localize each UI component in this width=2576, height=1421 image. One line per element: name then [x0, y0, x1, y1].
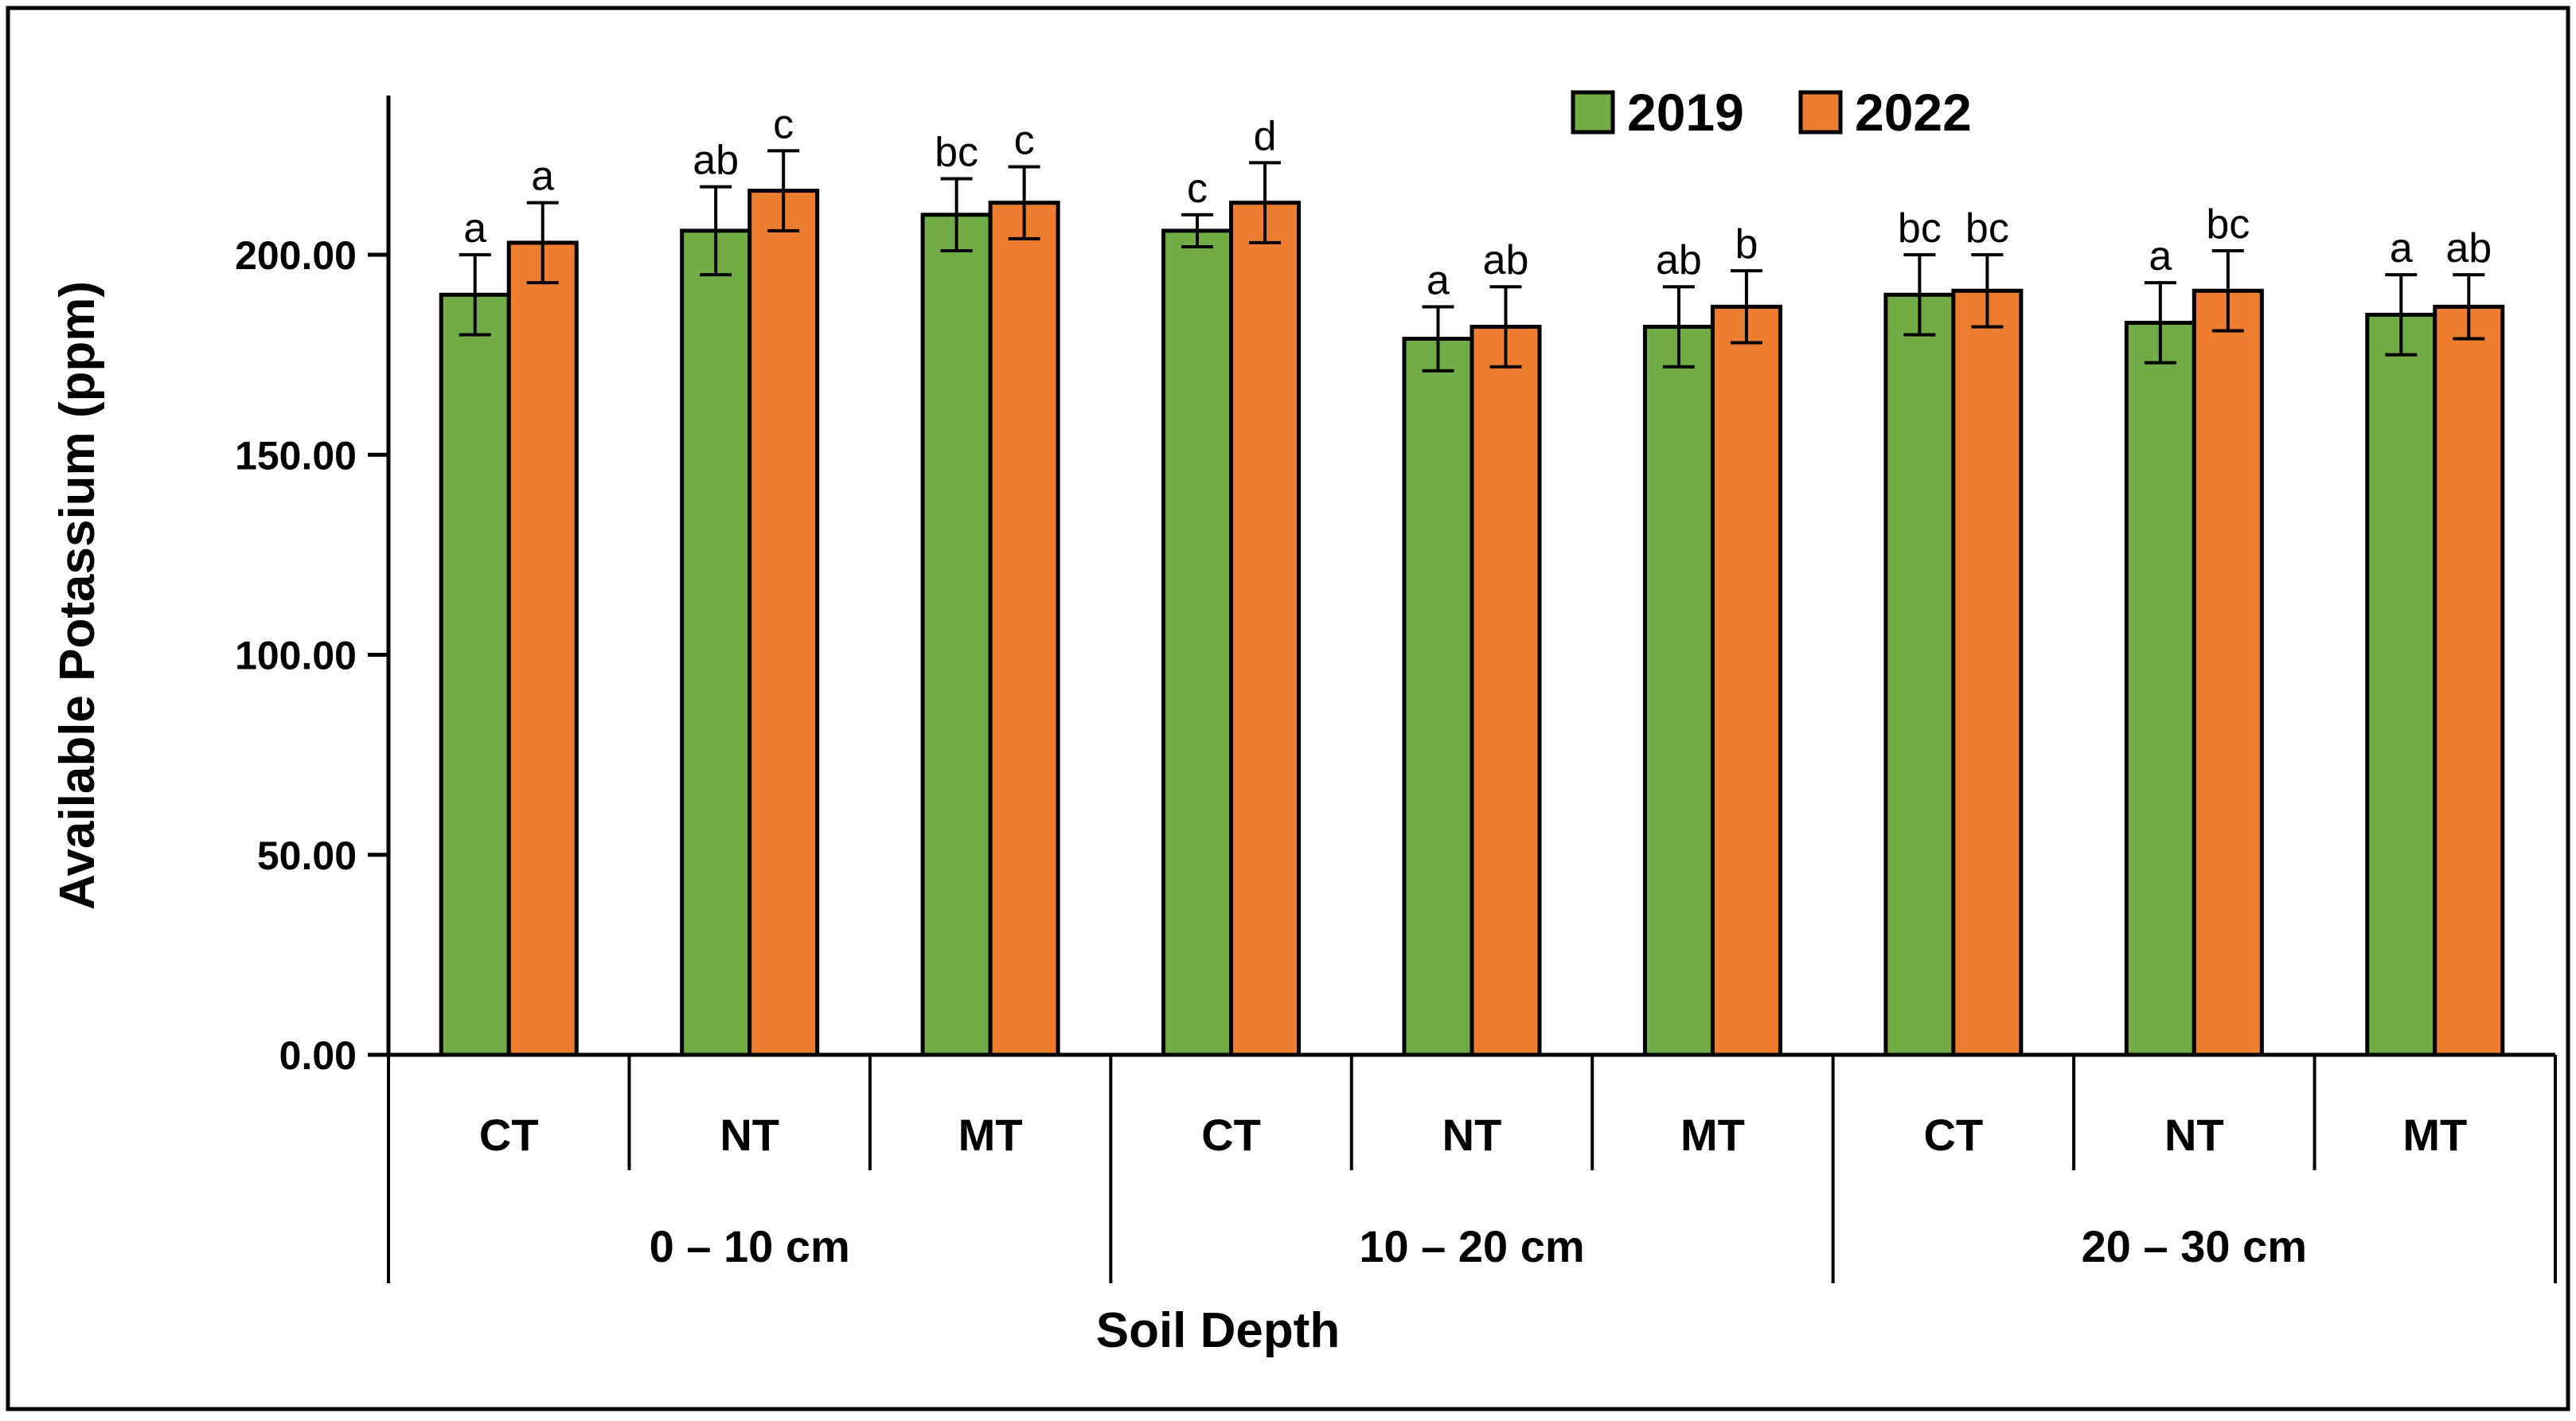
significance-letter: ab	[1483, 237, 1529, 283]
significance-letter: ab	[1656, 237, 1702, 283]
significance-letter: ab	[693, 138, 739, 184]
x-group-label: 10 – 20 cm	[1359, 1221, 1584, 1271]
significance-letter: a	[1427, 257, 1450, 303]
significance-letter: a	[2390, 225, 2413, 271]
legend-label-2022: 2022	[1855, 83, 1972, 142]
significance-letter: d	[1254, 113, 1277, 159]
bar-2022-0	[506, 240, 579, 1057]
bar-2022-6	[1951, 288, 2024, 1057]
significance-letter: a	[531, 154, 554, 200]
significance-letter: a	[2149, 233, 2172, 279]
bar-2019-6	[1883, 292, 1956, 1057]
x-category-label: CT	[479, 1110, 539, 1160]
bar-2019-1	[680, 228, 752, 1057]
bar-2022-2	[988, 201, 1060, 1057]
legend-swatch-2019	[1571, 90, 1615, 135]
bars	[439, 189, 2505, 1057]
bar-2019-4	[1402, 337, 1474, 1057]
x-category-label: NT	[1442, 1110, 1502, 1160]
x-category-label: CT	[1924, 1110, 1984, 1160]
x-category-label: MT	[1680, 1110, 1745, 1160]
bar-2022-5	[1710, 304, 1782, 1057]
significance-letter: bc	[1965, 205, 2009, 252]
legend-label-2019: 2019	[1627, 83, 1744, 142]
significance-letter: c	[1014, 117, 1035, 163]
x-axis: CT NT MT CT NT MT CT NT MT 0 – 10 cm 10 – 20 cm 20 …	[387, 1052, 2557, 1283]
x-group-label: 0 – 10 cm	[650, 1221, 850, 1271]
significance-letter: ab	[2445, 225, 2492, 271]
significance-letter: a	[463, 205, 486, 252]
y-tick-label: 150.00	[235, 433, 357, 478]
bar-2019-7	[2124, 320, 2196, 1057]
y-axis-ticks: 0.00 50.00 100.00 150.00 200.00	[235, 96, 391, 1078]
bar-2022-8	[2433, 304, 2505, 1057]
x-category-label: NT	[2164, 1110, 2224, 1160]
error-bars	[459, 149, 2485, 373]
y-axis-title: Available Potassium (ppm)	[50, 281, 105, 910]
y-tick-label: 200.00	[235, 233, 357, 278]
x-group-label: 20 – 30 cm	[2082, 1221, 2307, 1271]
y-tick-label: 100.00	[235, 634, 357, 678]
x-category-label: MT	[2402, 1110, 2467, 1160]
legend: 2019 2022	[1571, 83, 1972, 142]
significance-letter: b	[1735, 221, 1758, 267]
bar-2019-2	[920, 213, 993, 1057]
y-tick-label: 0.00	[279, 1033, 357, 1078]
bar-2019-8	[2365, 312, 2437, 1057]
bar-2022-3	[1229, 201, 1302, 1057]
bar-2022-1	[747, 189, 820, 1057]
bar-2022-7	[2192, 288, 2264, 1057]
bar-2022-4	[1469, 324, 1542, 1057]
x-category-label: MT	[958, 1110, 1023, 1160]
bar-2019-3	[1161, 228, 1234, 1057]
legend-swatch-2022	[1798, 90, 1843, 135]
significance-letter: bc	[935, 130, 978, 176]
bar-2019-5	[1642, 324, 1715, 1057]
significance-letter: c	[1187, 166, 1208, 212]
x-category-label: CT	[1201, 1110, 1261, 1160]
significance-letter: bc	[1898, 205, 1942, 252]
x-axis-title: Soil Depth	[1096, 1303, 1341, 1358]
significance-letter: bc	[2206, 201, 2250, 248]
bar-2019-0	[439, 292, 511, 1057]
significance-letter: c	[773, 101, 794, 147]
y-tick-label: 50.00	[257, 833, 357, 878]
x-category-label: NT	[720, 1110, 779, 1160]
